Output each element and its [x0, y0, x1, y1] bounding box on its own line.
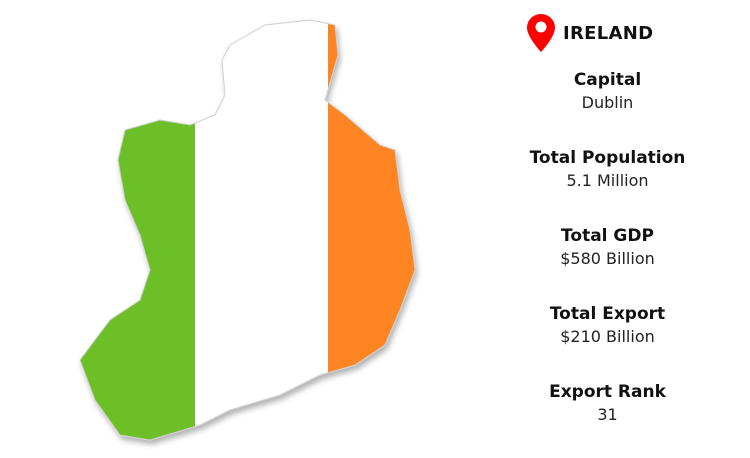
stats-list: Capital Dublin Total Population 5.1 Millio…	[505, 68, 710, 458]
stat-export: Total Export $210 Billion	[505, 302, 710, 380]
country-heading: IRELAND	[527, 14, 653, 52]
flag-stripe-white	[195, 20, 328, 440]
stat-capital: Capital Dublin	[505, 68, 710, 146]
stat-label: Capital	[573, 70, 642, 90]
country-name: IRELAND	[563, 22, 654, 44]
stat-value: Dublin	[581, 93, 634, 112]
stat-value: 31	[597, 405, 618, 424]
stat-export-rank: Export Rank 31	[505, 380, 710, 458]
stat-label: Export Rank	[549, 382, 666, 402]
stat-value: $580 Billion	[560, 249, 655, 268]
flag-stripe-orange	[328, 20, 415, 440]
stat-gdp: Total GDP $580 Billion	[505, 224, 710, 302]
stat-label: Total Export	[549, 304, 666, 324]
stat-label: Total Population	[529, 148, 686, 168]
stat-value: $210 Billion	[560, 327, 655, 346]
map-pin-icon	[527, 14, 555, 52]
stat-population: Total Population 5.1 Million	[505, 146, 710, 224]
stat-label: Total GDP	[561, 226, 654, 246]
stat-value: 5.1 Million	[566, 171, 649, 190]
ireland-flag-map	[79, 19, 416, 441]
flag-stripe-green	[80, 20, 195, 440]
